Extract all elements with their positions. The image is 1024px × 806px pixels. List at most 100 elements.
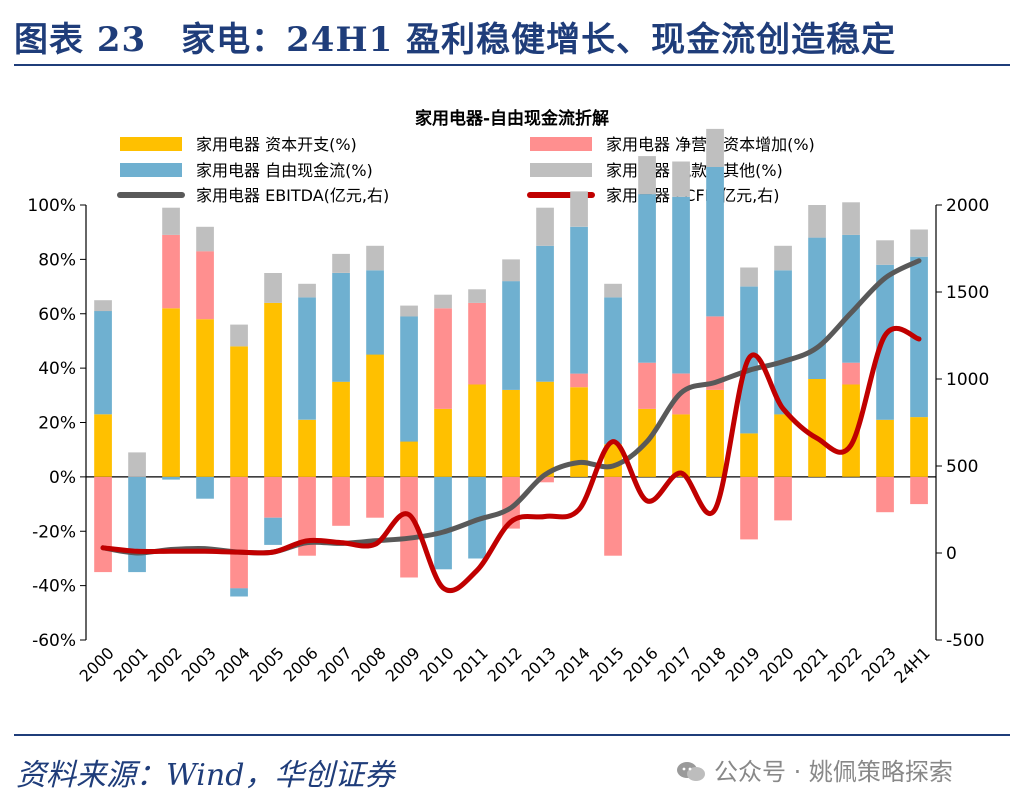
bar-fcf — [876, 264, 894, 420]
bar-working_capital — [876, 476, 894, 513]
bar-fcf — [808, 237, 826, 379]
bar-capex — [808, 379, 826, 477]
bar-working_capital — [740, 476, 758, 540]
bar-fcf — [128, 476, 146, 573]
x-tick-label: 2009 — [382, 643, 424, 685]
x-tick-label: 2011 — [450, 643, 492, 685]
right-tick-label: 2000 — [946, 196, 989, 216]
x-tick-label: 2017 — [654, 643, 696, 685]
legend-label: 家用电器 资本开支(%) — [196, 135, 357, 154]
bar-tax_other — [434, 294, 452, 309]
bar-tax_other — [400, 305, 418, 317]
bar-working_capital — [910, 476, 928, 505]
bar-fcf — [604, 297, 622, 445]
bar-working_capital — [162, 234, 180, 309]
legend-item: 家用电器 自由现金流(%) — [120, 161, 373, 180]
bar-fcf — [842, 234, 860, 363]
bar-capex — [162, 308, 180, 477]
bar-tax_other — [468, 289, 486, 303]
bar-tax_other — [740, 267, 758, 287]
right-tick-label: -500 — [946, 631, 985, 651]
left-tick-label: 60% — [38, 305, 76, 325]
bar-capex — [196, 319, 214, 477]
right-tick-label: 500 — [946, 457, 978, 477]
legend-item: 家用电器 资本开支(%) — [120, 135, 357, 154]
x-tick-label: 2012 — [484, 643, 526, 685]
bar-tax_other — [638, 156, 656, 195]
x-tick-label: 2003 — [178, 643, 220, 685]
bar-working_capital — [196, 251, 214, 320]
bar-working_capital — [604, 476, 622, 556]
bar-working_capital — [468, 302, 486, 385]
bar-capex — [910, 417, 928, 477]
chart-title: 家用电器-自由现金流折解 — [415, 108, 609, 129]
source-note: 资料来源：Wind，华创证券 — [16, 758, 395, 793]
bar-fcf — [672, 196, 690, 374]
bar-tax_other — [706, 128, 724, 167]
page-title: 图表 23 家电：24H1 盈利稳健增长、现金流创造稳定 — [14, 20, 897, 60]
legend-swatch — [530, 163, 592, 177]
bar-capex — [298, 419, 316, 477]
bar-tax_other — [264, 273, 282, 303]
x-tick-label: 2022 — [824, 643, 866, 685]
left-tick-label: -60% — [32, 631, 76, 651]
legend-swatch — [120, 163, 182, 177]
line-series — [100, 258, 922, 594]
bar-capex — [570, 387, 588, 477]
bar-fcf — [196, 476, 214, 499]
bar-tax_other — [604, 283, 622, 298]
bar-fcf — [94, 311, 112, 415]
bar-tax_other — [672, 161, 690, 197]
bar-capex — [230, 346, 248, 477]
bar-capex — [468, 384, 486, 477]
chart: 家用电器-自由现金流折解 家用电器 资本开支(%) 家用电器 净营运资本增加(%)… — [27, 108, 989, 687]
legend-item: 家用电器 净营运资本增加(%) — [530, 135, 815, 154]
x-tick-label: 2019 — [722, 643, 764, 685]
legend-label: 家用电器 税款及其他(%) — [606, 161, 783, 180]
bar-capex — [264, 302, 282, 477]
bar-fcf — [298, 297, 316, 420]
bar-capex — [94, 414, 112, 477]
bar-tax_other — [366, 245, 384, 271]
footer-divider — [14, 734, 1010, 736]
header-divider — [14, 64, 1010, 66]
x-tick-label: 2006 — [280, 643, 322, 685]
bar-capex — [536, 381, 554, 477]
legend-label: 家用电器 FCFF(亿元,右) — [606, 186, 779, 205]
watermark-text: 公众号 · 姚佩策略探索 — [714, 758, 953, 786]
bar-working_capital — [434, 308, 452, 409]
left-tick-label: 40% — [38, 359, 76, 379]
x-tick-label: 2016 — [620, 643, 662, 685]
bar-capex — [774, 414, 792, 477]
bar-fcf — [366, 270, 384, 355]
bar-capex — [502, 389, 520, 477]
bar-tax_other — [230, 324, 248, 347]
bar-capex — [706, 389, 724, 477]
bar-fcf — [434, 476, 452, 570]
bar-working_capital — [366, 476, 384, 518]
left-tick-label: -40% — [32, 577, 76, 597]
x-tick-label: 2001 — [110, 643, 152, 685]
bar-tax_other — [774, 245, 792, 271]
bar-tax_other — [910, 229, 928, 257]
bar-tax_other — [332, 253, 350, 273]
bar-capex — [876, 419, 894, 477]
bar-fcf — [230, 588, 248, 597]
left-tick-label: -20% — [32, 522, 76, 542]
header: 图表 23 家电：24H1 盈利稳健增长、现金流创造稳定 — [0, 0, 1024, 72]
bar-tax_other — [502, 259, 520, 282]
legend-swatch — [120, 137, 182, 151]
left-tick-label: 100% — [27, 196, 76, 216]
x-tick-label: 2018 — [688, 643, 730, 685]
bar-fcf — [706, 166, 724, 317]
x-tick-label: 2023 — [858, 643, 900, 685]
bar-capex — [366, 354, 384, 477]
x-tick-label: 2015 — [586, 643, 628, 685]
bar-fcf — [638, 194, 656, 363]
x-tick-label: 2020 — [756, 643, 798, 685]
legend-swatch — [530, 137, 592, 151]
bar-capex — [842, 384, 860, 477]
x-tick-label: 2013 — [518, 643, 560, 685]
bar-fcf — [502, 281, 520, 390]
x-tick-label: 2010 — [416, 643, 458, 685]
